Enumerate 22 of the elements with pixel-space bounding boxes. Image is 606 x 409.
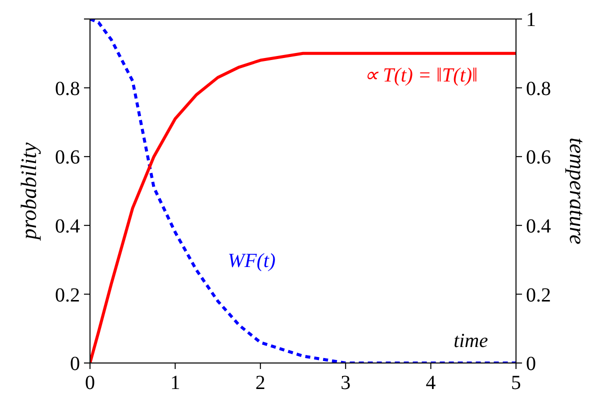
y2-tick-label: 0.4 — [526, 216, 551, 238]
y-axis-title: probability — [16, 142, 41, 242]
series-label: ∝ T(t) = ‖T(t)‖ — [364, 64, 478, 86]
y2-tick-label: 0.8 — [526, 78, 551, 100]
x-tick-label: 0 — [85, 372, 95, 394]
y2-axis-title: temperature — [565, 138, 590, 245]
y-tick-label: 0.8 — [55, 78, 80, 100]
x-tick-label: 1 — [170, 372, 180, 394]
y-tick-label: 0.2 — [55, 284, 80, 306]
y2-tick-label: 0.6 — [526, 146, 551, 169]
x-tick-label: 5 — [511, 372, 521, 394]
y2-tick-label: 1 — [526, 9, 536, 32]
x-axis-title: time — [454, 330, 488, 353]
y2-tick-label: 0.2 — [526, 284, 551, 306]
x-tick-label: 2 — [255, 372, 266, 394]
y-tick-label: 0.4 — [55, 216, 80, 238]
y-tick-label: 0 — [70, 353, 80, 376]
series-label: WF(t) — [228, 250, 276, 272]
y2-tick-label: 0 — [526, 353, 536, 376]
y-tick-label: 0.6 — [55, 146, 80, 169]
x-tick-label: 4 — [426, 372, 436, 394]
x-tick-label: 3 — [340, 372, 351, 394]
